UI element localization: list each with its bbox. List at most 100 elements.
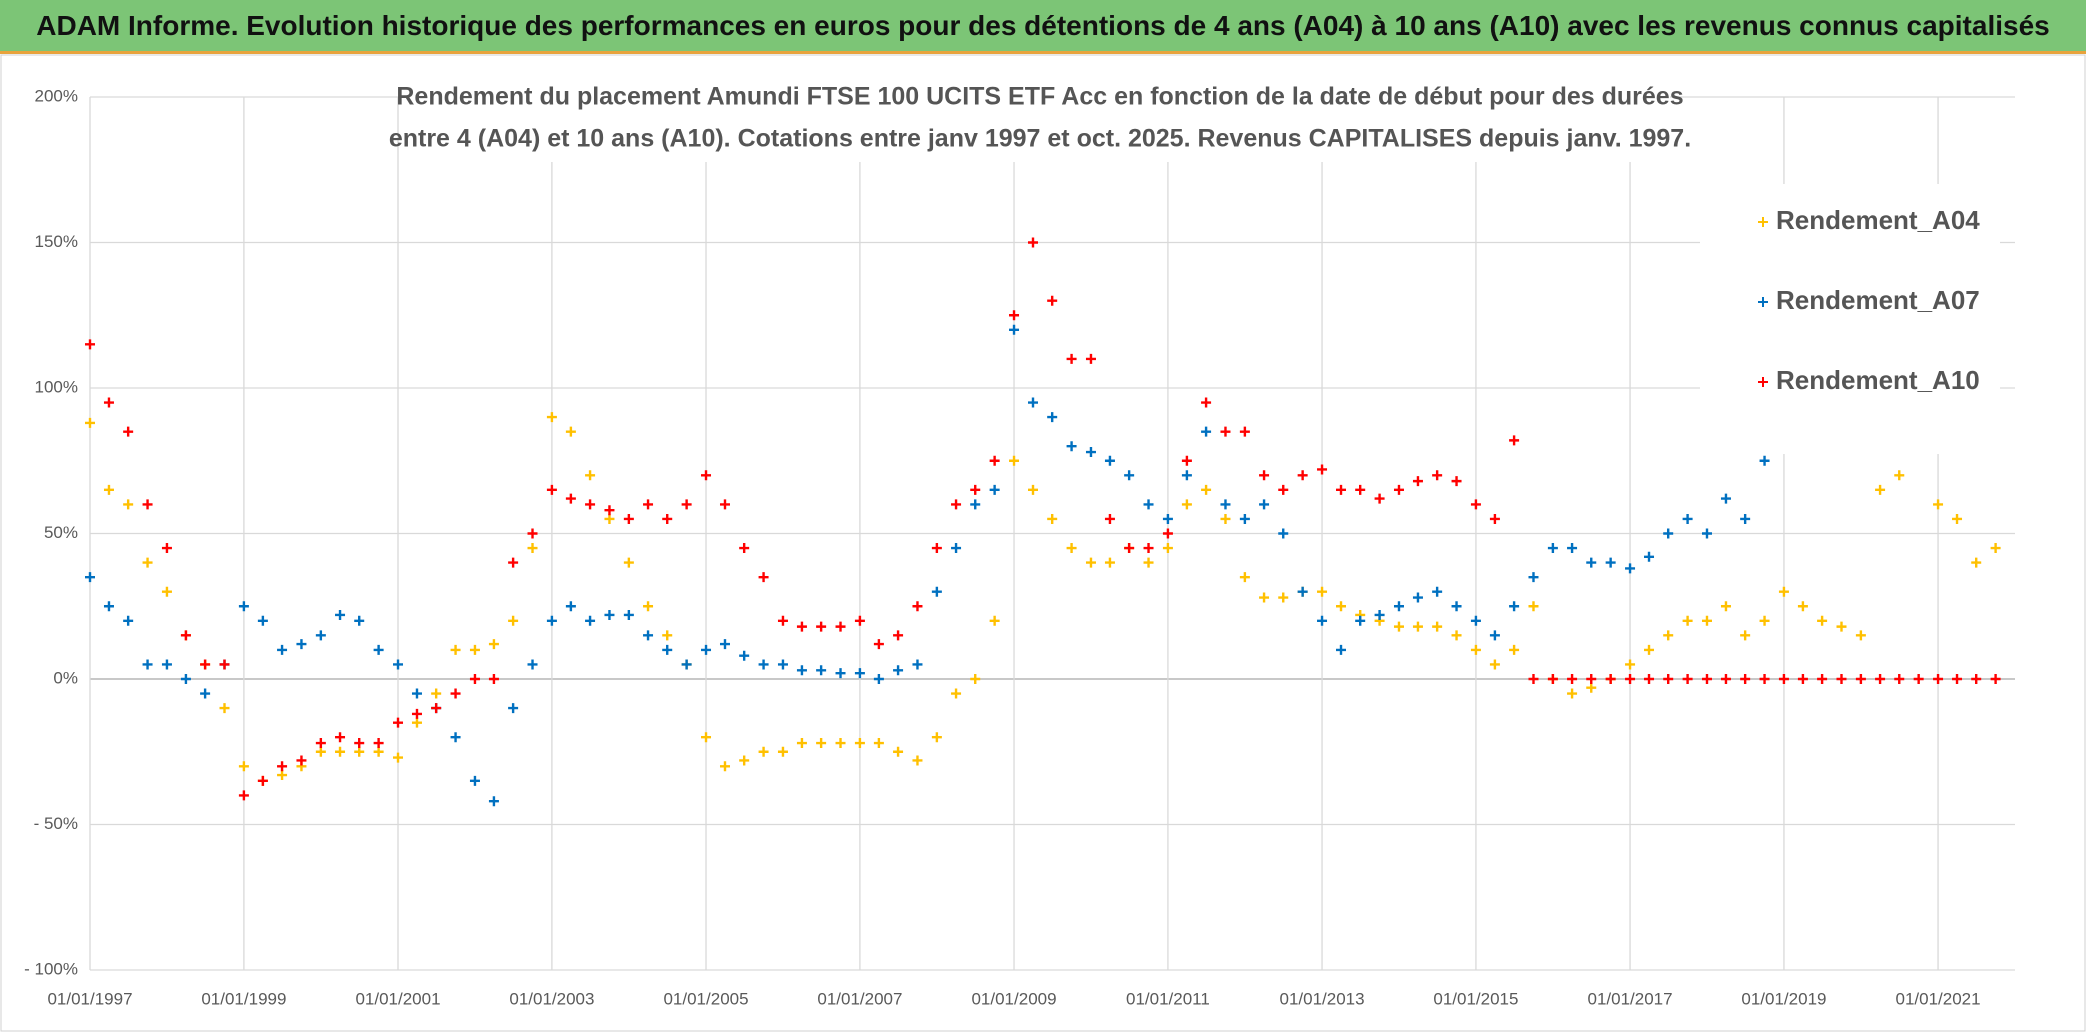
point [1759,455,1770,466]
point [1797,674,1808,684]
point [1875,484,1886,495]
point [970,499,981,510]
point [931,586,942,597]
point [1451,630,1462,641]
point [989,484,1000,495]
point [585,499,596,510]
point [1567,674,1578,684]
point [1259,499,1270,510]
point [450,732,461,743]
point [1489,630,1500,641]
point [662,644,673,655]
point [1701,615,1712,626]
point [989,455,1000,466]
point [85,417,95,428]
point [585,615,596,626]
point [796,738,807,749]
point [450,644,461,655]
point [257,775,268,786]
point [1374,493,1385,504]
point [1278,528,1289,539]
point [893,630,904,641]
point [354,615,365,626]
point [354,746,365,757]
point [1085,557,1096,568]
point [643,601,654,612]
point [1528,601,1539,612]
point [373,644,384,655]
point [854,615,865,626]
point [1066,543,1077,554]
point [1797,601,1808,612]
point [1720,493,1731,504]
point [1509,644,1520,655]
point [1875,674,1886,684]
x-tick-label: 01/01/2001 [355,989,440,1008]
point [681,499,692,510]
point [585,470,596,481]
point [1451,476,1462,487]
point [200,688,211,699]
point [219,703,230,714]
x-tick-label: 01/01/2019 [1741,989,1826,1008]
point [701,732,712,743]
point [931,543,942,554]
point [1066,441,1077,452]
point [411,688,422,699]
point [1740,630,1751,641]
point [893,746,904,757]
point [488,639,499,650]
point [1470,499,1481,510]
point [393,659,404,670]
point [1393,621,1404,632]
point [238,761,249,772]
point [1990,543,2001,554]
point [546,484,557,495]
point [527,528,538,539]
x-tick-label: 01/01/2021 [1896,989,1981,1008]
point [1317,615,1328,626]
point [1143,557,1154,568]
point [1778,586,1789,597]
point [180,674,191,684]
point [315,746,326,757]
point [1759,615,1770,626]
point [1143,499,1154,510]
point [85,339,95,350]
point [1971,674,1982,684]
point [951,499,962,510]
point [450,688,461,699]
point [1701,528,1712,539]
point [469,775,480,786]
y-tick-label: 0% [53,668,78,687]
point [739,650,750,661]
point [1740,674,1751,684]
point [335,732,346,743]
point [719,499,730,510]
point [1586,682,1597,693]
point [1220,426,1231,437]
point [1470,615,1481,626]
point [701,470,712,481]
point [1625,674,1636,684]
point [1644,674,1655,684]
point [1720,674,1731,684]
point [431,688,442,699]
point [161,586,172,597]
y-tick-label: 150% [35,232,78,251]
point [796,665,807,676]
point [508,557,519,568]
point [873,738,884,749]
point [1047,295,1058,306]
point [1220,499,1231,510]
point [1104,557,1115,568]
point [142,659,153,670]
point [161,543,172,554]
point [1259,470,1270,481]
point [1181,470,1192,481]
point [257,615,268,626]
point [1855,630,1866,641]
point [1393,601,1404,612]
point [1162,543,1173,554]
point [1336,484,1347,495]
